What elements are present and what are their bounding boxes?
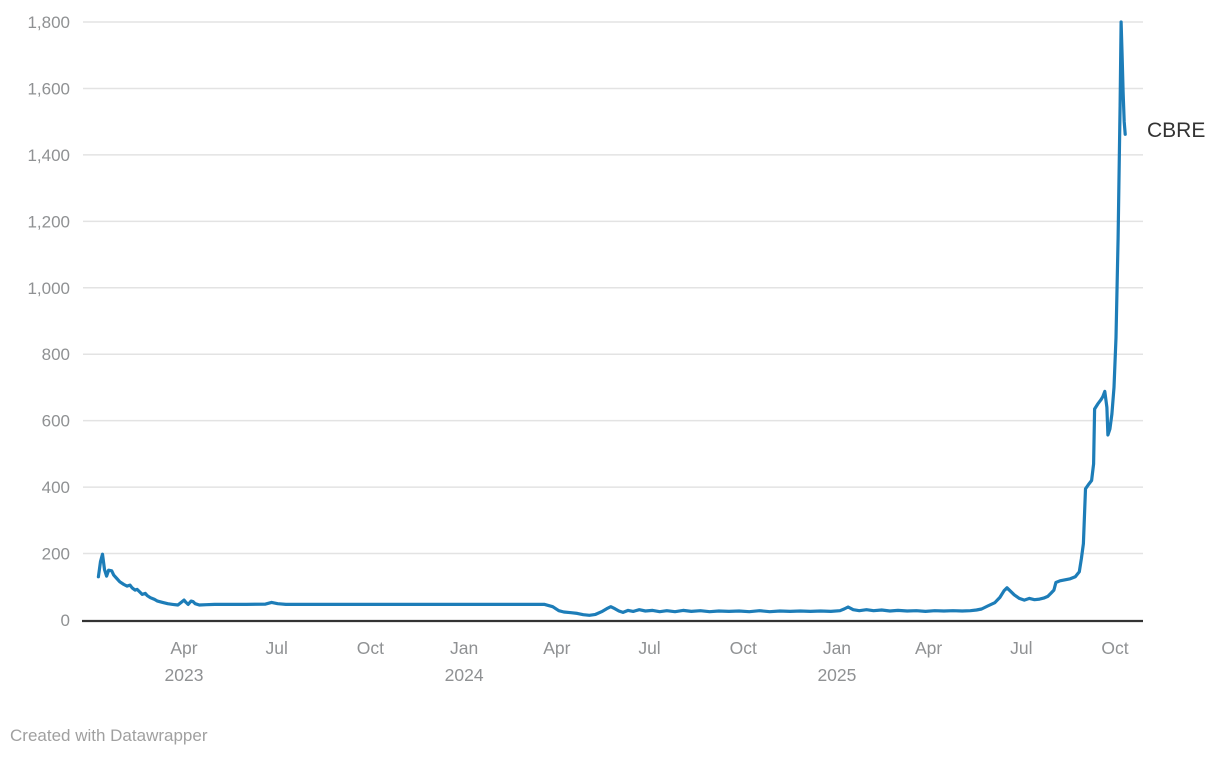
x-tick-label: Jan [823, 638, 851, 658]
x-tick-label: Apr [543, 638, 570, 658]
y-tick-label: 200 [42, 545, 70, 564]
x-tick-label: Oct [1101, 638, 1128, 658]
y-tick-label: 400 [42, 478, 70, 497]
line-chart-canvas: CBRE 0 200 400 600 800 1,000 1,200 1,400 1,600 1,… [27, 13, 1205, 685]
series-line-cbre [96, 20, 1127, 617]
x-tick-label: Oct [730, 638, 757, 658]
x-tick-label: Jul [638, 638, 660, 658]
y-tick-label: 800 [42, 345, 70, 364]
x-tick-label: Apr [170, 638, 197, 658]
series-label-cbre: CBRE [1147, 119, 1205, 142]
y-tick-label: 1,600 [27, 79, 70, 98]
attribution: Created with Datawrapper [10, 726, 207, 746]
y-tick-label: 1,800 [27, 13, 70, 32]
x-tick-label: Oct [357, 638, 384, 658]
y-tick-label: 0 [61, 611, 70, 630]
attribution-text: Created with Datawrapper [10, 726, 208, 745]
y-tick-label: 1,200 [27, 212, 70, 231]
x-tick-year-label: 2025 [817, 665, 856, 685]
x-tick-label: Apr [915, 638, 942, 658]
y-tick-label: 1,400 [27, 146, 70, 165]
y-tick-label: 600 [42, 412, 70, 431]
x-tick-year-label: 2024 [445, 665, 484, 685]
x-tick-label: Jul [266, 638, 288, 658]
x-tick-label: Jul [1010, 638, 1032, 658]
x-tick-label: Jan [450, 638, 478, 658]
y-tick-label: 1,000 [27, 279, 70, 298]
x-tick-year-label: 2023 [165, 665, 204, 685]
